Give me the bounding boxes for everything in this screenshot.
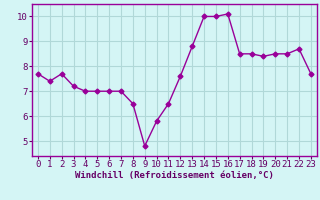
X-axis label: Windchill (Refroidissement éolien,°C): Windchill (Refroidissement éolien,°C) [75, 171, 274, 180]
